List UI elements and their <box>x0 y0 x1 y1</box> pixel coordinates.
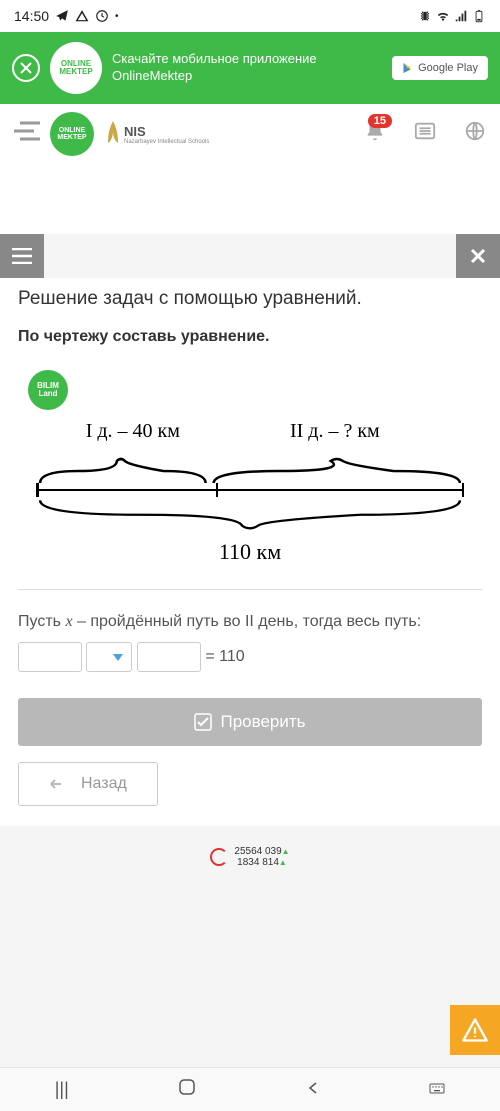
content-toolbar <box>0 234 500 278</box>
play-store-icon <box>402 62 414 74</box>
close-icon <box>19 61 33 75</box>
android-nav-bar: ||| <box>0 1067 500 1111</box>
keyboard-icon <box>429 1080 445 1096</box>
warning-triangle-icon <box>461 1016 489 1044</box>
up-icon: ▲ <box>279 858 287 867</box>
status-right <box>418 9 486 23</box>
check-label: Проверить <box>220 712 305 732</box>
stat-1: 25564 039 <box>234 846 281 857</box>
task-title: По чертежу составь уравнение. <box>18 328 482 346</box>
banner-text: Скачайте мобильное приложение OnlineMekt… <box>112 51 382 85</box>
wifi-icon <box>436 9 450 23</box>
back-nav-button[interactable] <box>306 1079 320 1100</box>
nis-logo: NIS Nazarbayev Intellectual Schools <box>104 119 209 149</box>
status-time: 14:50 <box>14 8 49 24</box>
lesson-title: Решение задач с помощью уравнений. <box>18 288 482 310</box>
close-icon <box>470 248 486 264</box>
clock-icon <box>95 9 109 23</box>
bilim-land-badge: BILIM Land <box>28 370 68 410</box>
up-icon: ▲ <box>282 847 290 856</box>
recents-button[interactable]: ||| <box>55 1079 69 1100</box>
footer-stats: 25564 039▲ 1834 814▲ <box>0 826 500 876</box>
home-icon <box>178 1078 196 1096</box>
equation-input-2[interactable] <box>137 642 201 672</box>
warning-icon <box>75 9 89 23</box>
google-play-label: Google Play <box>418 62 478 74</box>
equation-operator-select[interactable] <box>86 642 132 672</box>
eq-mid: – пройдённый путь во II день, тогда весь… <box>73 613 422 630</box>
menu-icon[interactable] <box>14 120 40 148</box>
header-logo[interactable]: ONLINE MEKTEP <box>50 112 94 156</box>
spacer <box>0 164 500 234</box>
lesson-content: Решение задач с помощью уравнений. По че… <box>0 278 500 826</box>
eq-variable: x <box>65 613 72 630</box>
notifications-button[interactable]: 15 <box>364 120 386 148</box>
app-header: ONLINE MEKTEP NIS Nazarbayev Intellectua… <box>0 104 500 164</box>
status-bar: 14:50 • <box>0 0 500 32</box>
banner-logo-line2: MEKTEP <box>59 68 92 76</box>
diagram-total: 110 км <box>28 539 472 565</box>
diagram-labels: I д. – 40 км II д. – ? км <box>28 420 472 443</box>
header-logo-line1: ONLINE <box>59 127 85 134</box>
content-menu-button[interactable] <box>0 234 44 278</box>
divider <box>18 589 482 590</box>
signal-icon <box>454 9 468 23</box>
battery-icon <box>472 9 486 23</box>
diagram: BILIM Land I д. – 40 км II д. – ? км 110… <box>18 360 482 571</box>
dot-icon: • <box>115 11 119 22</box>
app-banner: ONLINE MEKTEP Скачайте мобильное приложе… <box>0 32 500 104</box>
diagram-line <box>36 489 464 491</box>
check-icon <box>194 713 212 731</box>
google-play-button[interactable]: Google Play <box>392 56 488 80</box>
keyboard-button[interactable] <box>429 1080 445 1099</box>
equation-input-1[interactable] <box>18 642 82 672</box>
nis-subtext: Nazarbayev Intellectual Schools <box>124 139 209 145</box>
arrow-left-icon <box>49 777 63 791</box>
banner-logo: ONLINE MEKTEP <box>50 42 102 94</box>
nis-text: NIS <box>124 124 209 139</box>
vibrate-icon <box>418 9 432 23</box>
home-button[interactable] <box>178 1078 196 1101</box>
bilim-line2: Land <box>38 390 57 398</box>
telegram-icon <box>55 9 69 23</box>
diagram-label-left: I д. – 40 км <box>48 420 218 443</box>
eq-result: = 110 <box>205 648 244 665</box>
banner-close-button[interactable] <box>12 54 40 82</box>
status-left: 14:50 • <box>14 8 119 24</box>
notification-badge: 15 <box>368 114 392 128</box>
chevron-left-icon <box>306 1081 320 1095</box>
back-label: Назад <box>81 775 127 793</box>
stat-spinner-icon <box>210 848 228 866</box>
check-button[interactable]: Проверить <box>18 698 482 746</box>
equation-text: Пусть x – пройдённый путь во II день, то… <box>18 604 482 674</box>
eq-prefix: Пусть <box>18 613 65 630</box>
language-button[interactable] <box>464 120 486 148</box>
list-button[interactable] <box>414 120 436 148</box>
hamburger-icon <box>12 248 32 264</box>
globe-icon <box>464 120 486 142</box>
top-braces <box>28 453 472 489</box>
warning-float-button[interactable] <box>450 1005 500 1055</box>
nis-feather-icon <box>104 119 122 149</box>
stat-2: 1834 814 <box>237 857 279 868</box>
content-close-button[interactable] <box>456 234 500 278</box>
bottom-brace <box>28 495 472 535</box>
diagram-label-right: II д. – ? км <box>218 420 452 443</box>
header-logo-line2: MEKTEP <box>57 134 86 141</box>
list-icon <box>414 120 436 142</box>
back-button[interactable]: Назад <box>18 762 158 806</box>
